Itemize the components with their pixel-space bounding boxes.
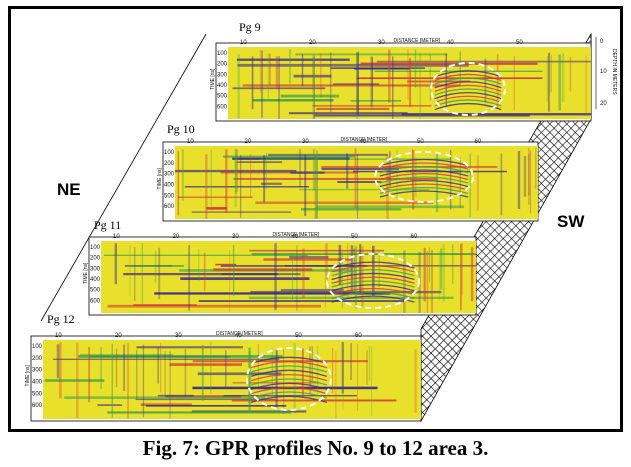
y-tick-label: 400 — [164, 183, 175, 189]
time-axis-label: TIME [ns] — [25, 364, 31, 386]
gpr-block-diagram: 0 10 20 DEPTH IN METERS DISTANCE [METER]… — [25, 20, 617, 423]
x-tick-label: 20 — [309, 40, 316, 46]
x-tick-label: 30 — [378, 40, 385, 46]
x-tick-label: 20 — [115, 333, 122, 339]
distance-axis-label: DISTANCE [METER] — [216, 331, 263, 337]
y-tick-label: 300 — [164, 172, 175, 178]
x-tick-label: 30 — [232, 234, 239, 240]
y-tick-label: 400 — [90, 277, 101, 283]
anomaly-outline — [246, 347, 332, 411]
profile-pg9: DISTANCE [METER] 10 20 30 40 50 100 200 300 400 50… — [210, 38, 592, 122]
y-tick-label: 200 — [164, 161, 175, 167]
y-tick-label: 100 — [217, 51, 228, 57]
direction-label-ne: NE — [57, 180, 81, 199]
depth-tick: 20 — [600, 101, 607, 107]
depth-axis-label: DEPTH IN METERS — [611, 49, 617, 95]
depth-tick: 10 — [600, 69, 607, 75]
y-tick-label: 500 — [32, 391, 43, 397]
anomaly-outline — [326, 253, 420, 309]
profile-pg10: DISTANCE [METER] 10 20 30 40 50 60 100 200 300 400… — [157, 137, 539, 222]
y-tick-label: 600 — [32, 403, 43, 409]
x-tick-label: 50 — [417, 139, 424, 145]
y-tick-label: 300 — [32, 368, 43, 374]
y-tick-label: 200 — [32, 356, 43, 362]
x-tick-label: 50 — [295, 333, 302, 339]
x-tick-label: 60 — [475, 139, 482, 145]
x-tick-label: 50 — [351, 234, 358, 240]
anomaly-outline — [430, 62, 506, 116]
y-tick-label: 200 — [217, 62, 228, 68]
x-tick-label: 20 — [173, 234, 180, 240]
x-tick-label: 10 — [55, 333, 62, 339]
y-tick-label: 500 — [217, 94, 228, 100]
figure-frame: 0 10 20 DEPTH IN METERS DISTANCE [METER]… — [8, 6, 623, 432]
y-tick-label: 300 — [90, 266, 101, 272]
depth-scale: 0 10 20 DEPTH IN METERS — [595, 37, 617, 109]
y-tick-label: 100 — [164, 150, 175, 156]
distance-axis-label: DISTANCE [METER] — [273, 232, 320, 238]
x-tick-label: 40 — [360, 139, 367, 145]
x-tick-label: 10 — [113, 234, 120, 240]
y-tick-label: 600 — [90, 298, 101, 304]
time-axis-label: TIME [ns] — [157, 167, 163, 189]
y-tick-label: 400 — [217, 83, 228, 89]
direction-label-sw: SW — [557, 212, 585, 231]
x-tick-label: 10 — [187, 139, 194, 145]
x-tick-label: 10 — [240, 40, 247, 46]
x-tick-label: 30 — [175, 333, 182, 339]
profile-label: Pg 9 — [239, 20, 261, 34]
profile-pg11: DISTANCE [METER] 10 20 30 40 50 60 100 200 300 400… — [83, 232, 477, 316]
y-tick-label: 200 — [90, 256, 101, 262]
x-tick-label: 30 — [302, 139, 309, 145]
x-tick-label: 60 — [411, 234, 418, 240]
profile-pg12: DISTANCE [METER] 10 20 30 40 50 60 100 200 300 400… — [25, 331, 422, 422]
distance-axis-label: DISTANCE [METER] — [394, 38, 441, 44]
x-tick-label: 40 — [292, 234, 299, 240]
figure-caption: Fig. 7: GPR profiles No. 9 to 12 area 3. — [142, 436, 489, 460]
profile-label: Pg 12 — [47, 312, 75, 326]
y-tick-label: 500 — [164, 193, 175, 199]
time-axis-label: TIME [ns] — [83, 262, 89, 284]
x-tick-label: 40 — [447, 40, 454, 46]
distance-axis-label: DISTANCE [METER] — [341, 137, 388, 143]
y-tick-label: 100 — [90, 245, 101, 251]
y-tick-label: 300 — [217, 72, 228, 78]
x-tick-label: 20 — [245, 139, 252, 145]
x-tick-label: 60 — [355, 333, 362, 339]
y-tick-label: 600 — [164, 204, 175, 210]
y-tick-label: 100 — [32, 344, 43, 350]
depth-tick: 0 — [600, 39, 604, 45]
profile-label: Pg 10 — [167, 122, 195, 136]
profile-label: Pg 11 — [94, 218, 121, 232]
anomaly-outline — [374, 151, 474, 203]
x-tick-label: 50 — [516, 40, 523, 46]
time-axis-label: TIME [ns] — [210, 68, 216, 90]
y-tick-label: 500 — [90, 288, 101, 294]
y-tick-label: 600 — [217, 104, 228, 110]
y-tick-label: 400 — [32, 380, 43, 386]
x-tick-label: 40 — [235, 333, 242, 339]
